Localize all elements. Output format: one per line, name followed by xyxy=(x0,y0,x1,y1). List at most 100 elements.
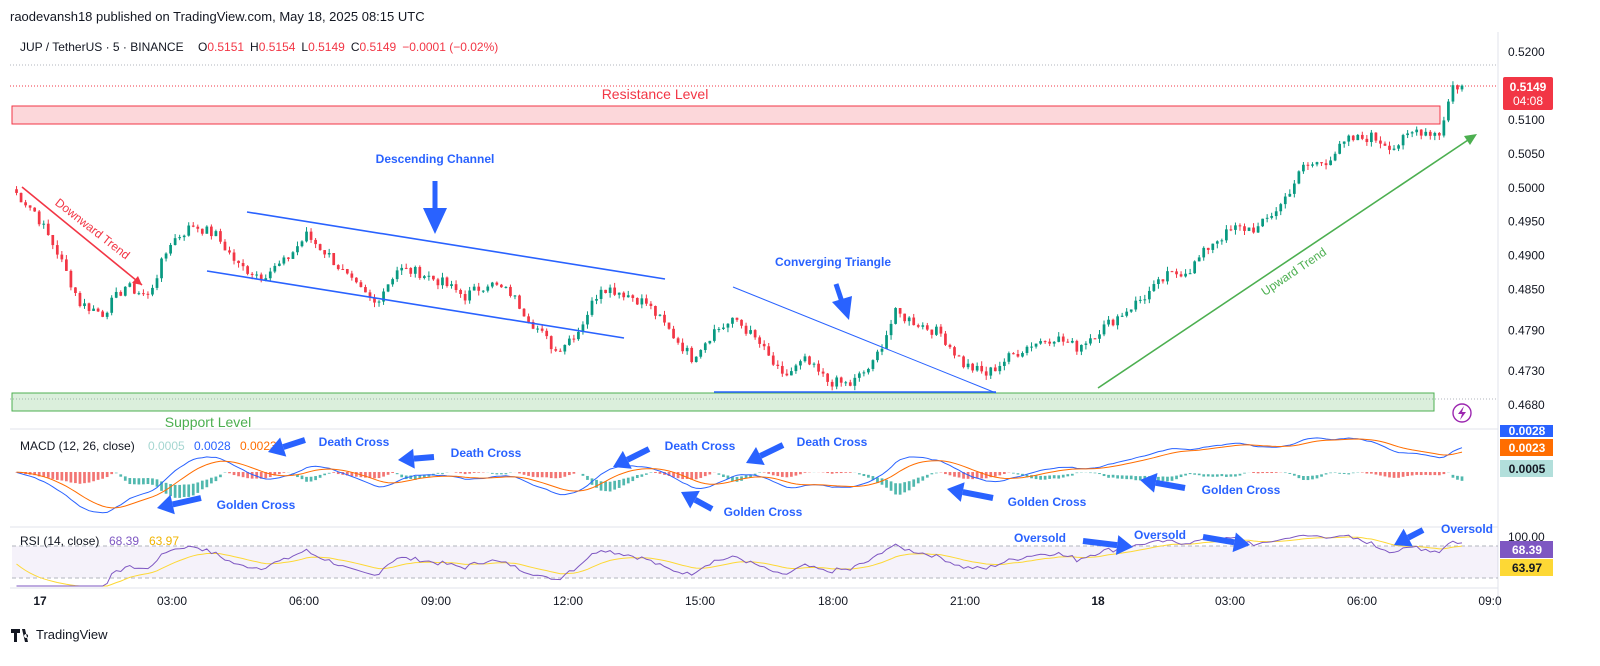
brand-label: TradingView xyxy=(36,627,108,642)
candle-body xyxy=(536,328,539,330)
macd-histogram-bar xyxy=(1261,472,1264,474)
macd-histogram-bar xyxy=(667,472,671,476)
candle-body xyxy=(436,279,440,286)
macd-histogram-bar xyxy=(1243,472,1246,474)
candle-body xyxy=(1419,129,1423,136)
candle-body xyxy=(500,284,503,288)
resistance-zone[interactable] xyxy=(11,105,1441,125)
channel-lower-line[interactable] xyxy=(206,270,625,339)
macd-histogram-bar xyxy=(454,472,458,473)
candle-body xyxy=(83,303,86,307)
time-axis[interactable]: 17 03:00 06:00 09:00 12:00 15:00 18:00 21:00 18 0… xyxy=(33,594,1502,608)
macd-histogram-bar xyxy=(989,472,993,478)
macd-histogram-bar xyxy=(1161,476,1165,481)
candle-body xyxy=(626,295,630,298)
candle-body xyxy=(694,356,698,363)
macd-histogram-bar xyxy=(1433,472,1437,476)
macd-histogram-bar xyxy=(1052,475,1056,479)
candle-body xyxy=(907,317,911,322)
candle-body xyxy=(1138,299,1142,301)
candle-body xyxy=(513,295,517,297)
hist-axis-value: 0.0005 xyxy=(1509,462,1546,476)
candle-body xyxy=(599,289,603,299)
macd-histogram-bar xyxy=(422,474,426,478)
macd-histogram-bar xyxy=(1134,476,1138,481)
candle-body xyxy=(65,259,68,271)
macd-histogram-bar xyxy=(1442,472,1446,475)
price-tick-label: 0.4790 xyxy=(1508,323,1545,337)
macd-histogram-bar xyxy=(1297,475,1301,479)
macd-histogram-bar xyxy=(228,472,231,474)
candle-body xyxy=(1116,316,1119,326)
candle-body xyxy=(232,252,236,261)
candle-body xyxy=(1460,85,1464,90)
triangle-upper-line[interactable] xyxy=(732,286,997,394)
macd-histogram-bar xyxy=(640,474,644,477)
candle-body xyxy=(33,207,37,212)
price-axis[interactable]: 0.5200 0.5100 0.5050 0.5000 0.4950 0.4900 0.48… xyxy=(1508,45,1545,412)
candle-body xyxy=(246,266,249,274)
signal-axis-badge xyxy=(1500,439,1553,456)
macd-histogram-bar xyxy=(441,472,444,474)
candle-body xyxy=(1379,140,1382,144)
candle-body xyxy=(980,365,984,372)
macd-histogram-bar xyxy=(885,479,888,488)
downward-trend-line[interactable] xyxy=(21,186,143,286)
support-zone[interactable] xyxy=(11,392,1435,412)
macd-histogram-bar xyxy=(1270,472,1274,474)
candle-body xyxy=(1333,153,1337,161)
candle-body xyxy=(1025,346,1029,353)
candle-body xyxy=(667,322,671,329)
macd-histogram-bar xyxy=(1002,472,1006,475)
time-tick-label: 18:00 xyxy=(818,594,848,608)
candle-body xyxy=(87,303,91,311)
candle-body xyxy=(309,231,313,240)
lightning-icon[interactable] xyxy=(1452,403,1472,423)
candle-body xyxy=(1342,141,1346,144)
macd-histogram-bar xyxy=(1302,475,1305,480)
macd-histogram-bar xyxy=(155,479,159,487)
candle-body xyxy=(735,317,739,320)
candle-body xyxy=(282,257,286,264)
candle-body xyxy=(368,292,372,298)
macd-histogram-bar xyxy=(767,472,771,474)
upward-trend-line[interactable] xyxy=(1097,135,1475,389)
macd-histogram-bar xyxy=(477,472,481,473)
macd-histogram-bar xyxy=(268,472,272,478)
macd-axis-badge xyxy=(1500,425,1553,437)
macd-histogram-bar xyxy=(1057,475,1061,479)
macd-histogram-bar xyxy=(1129,475,1133,480)
macd-histogram-bar xyxy=(753,473,757,476)
candle-body xyxy=(273,265,277,272)
macd-histogram-bar xyxy=(55,472,59,480)
channel-upper-line[interactable] xyxy=(246,211,666,280)
candle-body xyxy=(200,228,204,234)
candle-body xyxy=(509,286,512,296)
macd-histogram-bar xyxy=(105,472,109,478)
macd-histogram-bar xyxy=(1048,475,1052,479)
macd-hist-value: 0.0005 xyxy=(148,439,185,453)
death-cross-label: Death Cross xyxy=(451,446,522,460)
macd-histogram-bar xyxy=(1170,476,1174,481)
macd-histogram-bar xyxy=(1456,475,1459,480)
macd-histogram-bar xyxy=(314,476,317,481)
candle-body xyxy=(291,252,295,259)
candle-body xyxy=(957,355,961,357)
macd-histogram-bar xyxy=(749,474,752,478)
candle-body xyxy=(1401,135,1405,146)
macd-histogram-bar xyxy=(957,472,961,478)
macd-histogram-bar xyxy=(83,472,86,484)
candle-body xyxy=(1297,171,1301,184)
candle-body xyxy=(237,260,240,264)
macd-histogram-bar xyxy=(518,472,521,474)
candle-body xyxy=(1197,257,1201,262)
macd-histogram-bar xyxy=(685,472,689,480)
candle-body xyxy=(1311,164,1314,166)
candle-body xyxy=(404,267,408,269)
candle-body xyxy=(663,314,666,323)
candle-body xyxy=(355,277,358,283)
macd-histogram-bar xyxy=(400,474,404,478)
annotation-arrow-icon xyxy=(1140,472,1186,493)
macd-histogram-bar xyxy=(617,479,621,488)
